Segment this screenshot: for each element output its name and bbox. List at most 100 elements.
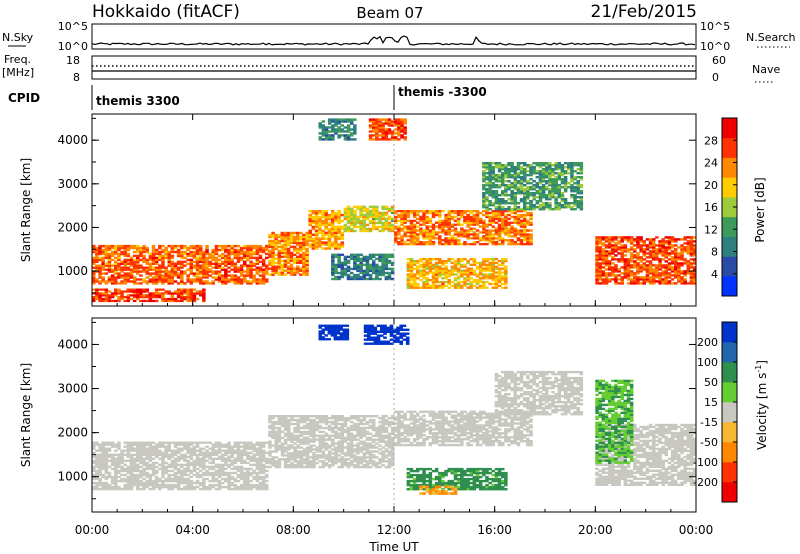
data-cell xyxy=(453,279,458,282)
data-cell xyxy=(114,256,118,260)
data-cell xyxy=(686,264,691,267)
data-cell xyxy=(422,229,426,232)
data-cell xyxy=(510,164,514,167)
data-cell xyxy=(324,223,328,227)
data-cell xyxy=(180,274,184,277)
data-cell xyxy=(142,260,146,263)
data-cell xyxy=(629,280,634,283)
data-cell xyxy=(107,278,112,281)
data-cell xyxy=(186,262,190,265)
data-cell xyxy=(601,236,606,239)
data-cell xyxy=(667,280,672,283)
data-cell xyxy=(394,217,398,221)
data-cell xyxy=(494,241,499,244)
data-cell xyxy=(438,261,442,265)
data-cell xyxy=(183,441,187,444)
data-cell xyxy=(202,481,206,485)
data-cell xyxy=(563,180,568,183)
data-cell xyxy=(595,262,599,265)
data-cell xyxy=(167,487,171,491)
data-cell xyxy=(501,237,505,240)
data-cell xyxy=(658,262,662,265)
data-cell xyxy=(136,260,140,263)
data-cell xyxy=(265,246,269,250)
data-cell xyxy=(126,262,131,265)
data-cell xyxy=(677,258,681,261)
data-cell xyxy=(249,268,253,271)
data-cell xyxy=(677,268,681,271)
data-cell xyxy=(639,258,643,261)
data-cell xyxy=(563,184,568,187)
data-cell xyxy=(692,248,697,251)
data-cell xyxy=(151,260,156,263)
data-cell xyxy=(397,237,401,240)
data-cell xyxy=(510,231,514,234)
data-cell xyxy=(541,178,546,181)
data-cell xyxy=(154,485,159,489)
data-cell xyxy=(274,253,278,256)
data-cell xyxy=(170,451,175,454)
data-cell xyxy=(95,250,99,254)
data-cell xyxy=(139,441,143,444)
data-cell xyxy=(434,280,439,284)
data-cell xyxy=(120,477,124,481)
data-cell xyxy=(419,241,423,244)
data-cell xyxy=(337,245,341,248)
data-cell xyxy=(305,243,309,247)
data-cell xyxy=(419,231,423,234)
data-cell xyxy=(501,164,505,167)
data-cell xyxy=(136,264,140,267)
data-cell xyxy=(180,280,184,283)
data-cell xyxy=(529,223,533,226)
data-cell xyxy=(639,268,643,271)
data-cell xyxy=(469,223,473,226)
data-cell xyxy=(98,256,102,260)
data-cell xyxy=(557,166,562,169)
data-cell xyxy=(529,237,533,240)
data-cell xyxy=(353,128,357,131)
data-cell xyxy=(381,136,385,139)
data-cell xyxy=(516,221,521,224)
data-cell xyxy=(434,265,439,268)
data-cell xyxy=(132,262,137,265)
data-cell xyxy=(579,192,584,195)
data-cell xyxy=(107,297,112,301)
data-cell xyxy=(120,457,124,460)
data-cell xyxy=(136,266,140,269)
data-cell xyxy=(337,130,341,133)
data-cell xyxy=(167,465,171,469)
data-cell xyxy=(636,240,640,243)
data-cell xyxy=(107,276,112,279)
data-cell xyxy=(447,221,451,224)
data-cell xyxy=(456,286,461,289)
data-cell xyxy=(434,210,439,213)
data-cell xyxy=(664,268,668,271)
data-cell xyxy=(173,280,178,283)
data-cell xyxy=(488,235,492,238)
data-cell xyxy=(208,441,212,444)
data-cell xyxy=(478,284,483,287)
data-cell xyxy=(340,275,344,279)
data-cell xyxy=(202,473,206,477)
data-cell xyxy=(211,254,215,258)
data-cell xyxy=(95,248,99,252)
data-cell xyxy=(129,481,134,485)
data-cell xyxy=(554,204,558,207)
data-cell xyxy=(431,225,436,228)
data-cell xyxy=(428,210,433,213)
data-cell xyxy=(362,219,366,223)
data-cell xyxy=(139,254,143,258)
data-cell xyxy=(343,271,348,275)
data-cell xyxy=(195,463,200,467)
data-cell xyxy=(595,268,599,271)
data-cell xyxy=(670,268,675,271)
data-cell xyxy=(343,227,348,231)
data-cell xyxy=(403,241,407,244)
cpid-segment-2: themis -3300 xyxy=(398,85,487,99)
data-cell xyxy=(563,162,568,165)
data-cell xyxy=(98,487,102,491)
data-cell xyxy=(406,213,411,217)
data-cell xyxy=(92,459,96,462)
data-cell xyxy=(132,288,137,291)
data-cell xyxy=(331,134,335,137)
